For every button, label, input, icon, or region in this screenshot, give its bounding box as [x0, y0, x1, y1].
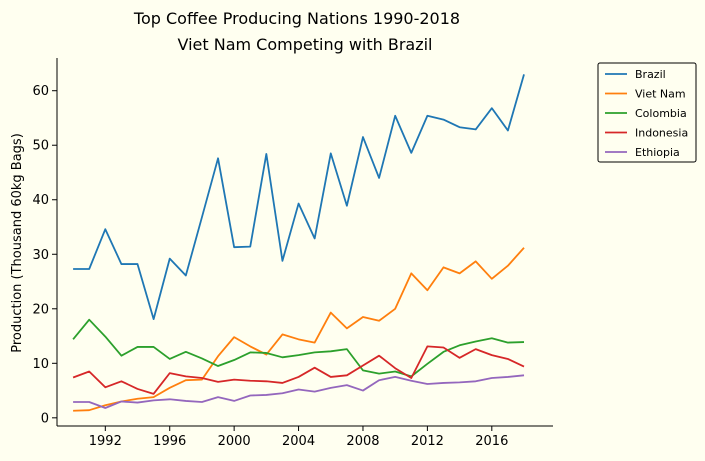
x-tick-label: 2016	[475, 434, 508, 449]
y-ticks: 0 10 20 30 40 50 60	[32, 84, 57, 426]
series-line-colombia	[72, 318, 525, 378]
legend-label: Viet Nam	[635, 88, 686, 101]
y-tick-label: 10	[32, 357, 49, 372]
series-line-viet-nam	[73, 247, 525, 412]
legend-label: Colombia	[635, 107, 687, 120]
x-tick-label: 2000	[218, 434, 251, 449]
y-tick-label: 20	[32, 302, 49, 317]
y-tick-label: 30	[32, 248, 49, 263]
legend-label: Ethiopia	[635, 146, 680, 159]
legend-label: Indonesia	[635, 127, 688, 140]
x-tick-label: 2008	[346, 434, 379, 449]
x-tick-label: 2004	[282, 434, 315, 449]
x-tick-label: 2012	[411, 434, 444, 449]
y-tick-label: 0	[41, 411, 49, 426]
legend: Brazil Viet Nam Colombia Indonesia Ethiopia	[597, 62, 697, 163]
y-tick-label: 50	[32, 139, 49, 154]
series-line-brazil	[73, 74, 525, 321]
legend-frame	[597, 62, 697, 163]
x-tick-label: 1992	[89, 434, 122, 449]
y-tick-label: 40	[32, 193, 49, 208]
chart-subtitle: Viet Nam Competing with Brazil	[177, 35, 432, 54]
y-tick-label: 60	[32, 84, 49, 99]
series-line-ethiopia	[73, 374, 525, 409]
series-lines	[72, 74, 525, 412]
legend-label: Brazil	[635, 68, 666, 81]
y-axis-label: Production (Thousand 60kg Bags)	[10, 133, 25, 353]
x-tick-label: 1996	[153, 434, 186, 449]
x-ticks: 1992 1996 2000 2004 2008 2012 2016	[89, 426, 508, 449]
chart-title: Top Coffee Producing Nations 1990-2018	[133, 9, 460, 28]
series-line-indonesia	[72, 345, 525, 395]
